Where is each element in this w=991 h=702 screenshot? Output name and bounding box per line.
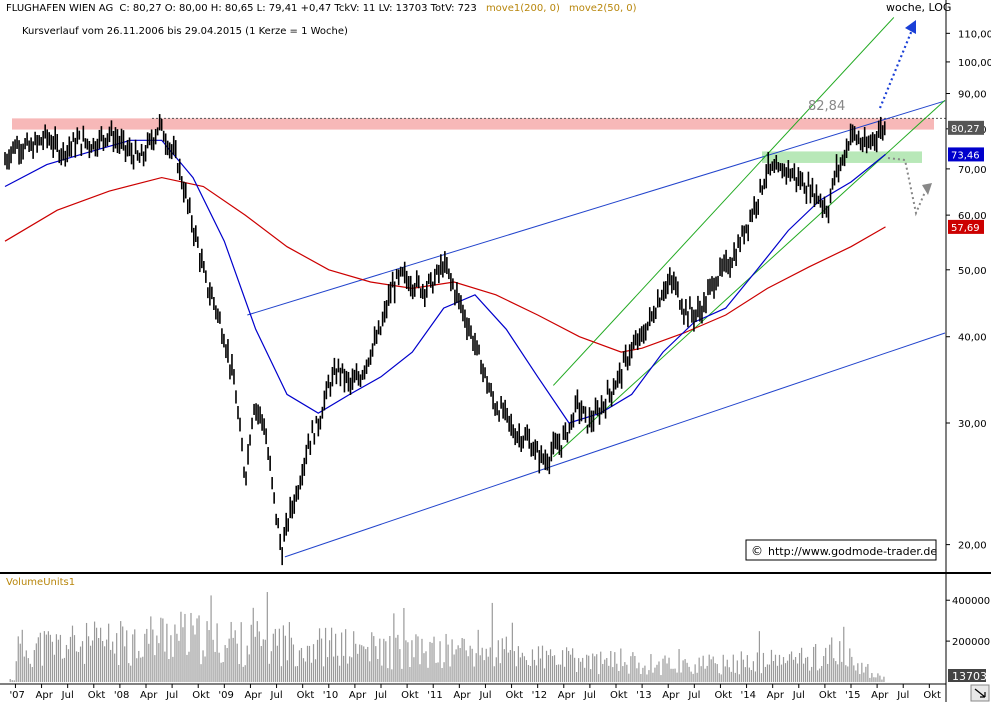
y-tick-label: 20,00 — [958, 541, 987, 552]
x-tick-label: Apr — [36, 690, 54, 701]
down-arrow-head — [922, 183, 932, 195]
x-tick-label: Jul — [61, 690, 74, 701]
y-tick-label: 70,00 — [958, 165, 987, 176]
period-label: woche, LOG — [886, 1, 951, 14]
x-tick-label: Okt — [297, 690, 315, 701]
svg-text:FLUGHAFEN WIEN AG C: 80,: FLUGHAFEN WIEN AG C: 80,27 O: 80,00 H: 8… — [6, 3, 637, 14]
x-tick-label: Jul — [896, 690, 909, 701]
x-tick-label: Okt — [610, 690, 628, 701]
y-tick-label: 40,00 — [958, 333, 987, 344]
resistance-band — [12, 118, 934, 130]
time-x-axis: '07 Apr Jul Okt '08 Apr Jul Okt '09 Apr Jul Okt '10 A… — [9, 684, 941, 701]
chart-subtitle: Kursverlauf vom 26.11.2006 bis 29.04.201… — [22, 26, 348, 37]
x-tick-label: Apr — [349, 690, 367, 701]
green-channel-upper — [552, 17, 895, 386]
resistance-value-label: 82,84 — [808, 99, 845, 114]
last-tag-label: 80,27 — [951, 124, 980, 135]
price-series — [4, 114, 886, 566]
vol-tick-label: 400000 — [952, 596, 990, 607]
x-tick-label: Okt — [88, 690, 106, 701]
x-tick-label: Jul — [478, 690, 491, 701]
x-tick-label: Apr — [558, 690, 576, 701]
x-tick-label: '13 — [636, 690, 651, 701]
x-tick-label: '09 — [218, 690, 233, 701]
up-arrow-head — [905, 20, 916, 34]
expand-icon[interactable] — [970, 684, 990, 702]
watermark: © http://www.godmode-trader.de — [745, 539, 937, 561]
x-tick-label: Jul — [687, 690, 700, 701]
price-tags: 80,27 73,46 57,69 — [948, 120, 984, 234]
ma50-tag — [948, 147, 984, 162]
x-tick-label: Apr — [453, 690, 471, 701]
last-tag — [948, 120, 984, 135]
up-forecast-arrow — [878, 29, 914, 109]
move1-legend: move1(200, 0) — [486, 3, 560, 14]
blue-channel-lower — [284, 332, 946, 558]
x-tick-label: Apr — [871, 690, 889, 701]
resistance-zone — [12, 117, 946, 130]
copyright-icon: © — [751, 544, 763, 558]
x-tick-label: Apr — [662, 690, 680, 701]
x-tick-label: Jul — [270, 690, 283, 701]
x-tick-label: '15 — [845, 690, 860, 701]
y-tick-label: 90,00 — [958, 90, 987, 101]
quote-line: C: 80,27 O: 80,00 H: 80,65 L: 79,41 +0,4… — [119, 3, 476, 14]
x-tick-label: Okt — [714, 690, 732, 701]
move2-legend: move2(50, 0) — [569, 3, 637, 14]
x-tick-label: Okt — [923, 690, 941, 701]
ma200-tag — [948, 219, 984, 234]
volume-panel: VolumeUnits1 400000 200000 13703 — [6, 577, 990, 683]
forecast-arrows — [878, 20, 932, 217]
ma200-tag-label: 57,69 — [951, 223, 980, 234]
y-tick-label: 30,00 — [958, 419, 987, 430]
x-tick-label: Apr — [140, 690, 158, 701]
y-tick-label: 60,00 — [958, 211, 987, 222]
x-tick-label: '11 — [427, 690, 442, 701]
ma50-tag-label: 73,46 — [951, 150, 980, 161]
volume-y-axis: 400000 200000 — [946, 596, 990, 648]
watermark-url: http://www.godmode-trader.de — [768, 545, 937, 558]
x-tick-label: '07 — [9, 690, 24, 701]
instrument-name: FLUGHAFEN WIEN AG — [6, 3, 113, 14]
x-tick-label: '12 — [532, 690, 547, 701]
price-y-axis: 110,00100,0090,0080,0070,0060,0050,0040,… — [946, 29, 991, 552]
x-tick-label: '10 — [323, 690, 338, 701]
x-tick-label: '14 — [741, 690, 756, 701]
x-tick-label: Jul — [583, 690, 596, 701]
volume-last-label: 13703 — [952, 670, 987, 683]
y-tick-label: 50,00 — [958, 266, 987, 277]
x-tick-label: Okt — [506, 690, 524, 701]
x-tick-label: Jul — [165, 690, 178, 701]
x-tick-label: Okt — [819, 690, 837, 701]
x-tick-label: Jul — [792, 690, 805, 701]
volume-title: VolumeUnits1 — [6, 577, 75, 588]
x-tick-label: Apr — [767, 690, 785, 701]
chart-header: FLUGHAFEN WIEN AG C: 80,27 O: 80,00 H: 8… — [6, 1, 951, 37]
y-tick-label: 110,00 — [958, 29, 991, 40]
vol-tick-label: 200000 — [952, 637, 990, 648]
y-tick-label: 100,00 — [958, 58, 991, 69]
x-tick-label: Okt — [192, 690, 210, 701]
x-tick-label: '08 — [114, 690, 129, 701]
x-tick-label: Okt — [401, 690, 419, 701]
x-tick-label: Apr — [244, 690, 262, 701]
price-panel: 82,84 — [0, 15, 946, 571]
x-tick-label: Jul — [374, 690, 387, 701]
volume-bars — [9, 592, 885, 682]
